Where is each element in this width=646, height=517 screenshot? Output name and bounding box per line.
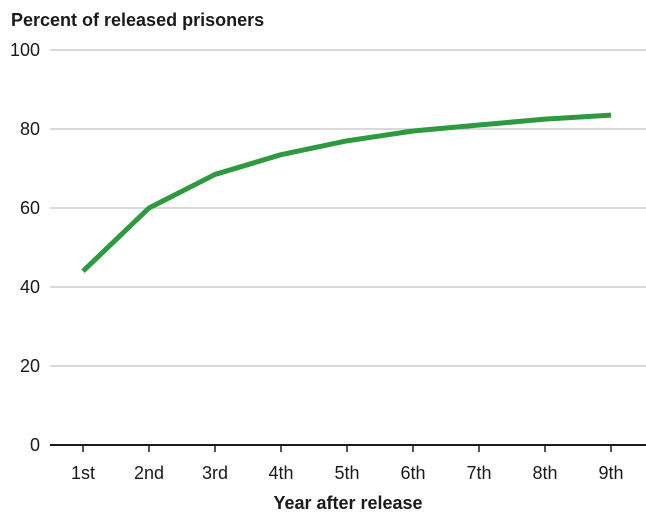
x-tick-label: 9th xyxy=(598,463,623,483)
x-tick-labels: 1st 2nd 3rd 4th 5th 6th 7th 8th 9th xyxy=(71,463,624,483)
y-tick-label: 60 xyxy=(20,198,40,218)
x-tick-label: 1st xyxy=(71,463,95,483)
x-tick-label: 4th xyxy=(268,463,293,483)
y-tick-labels: 0 20 40 60 80 100 xyxy=(10,40,40,455)
y-tick-label: 80 xyxy=(20,119,40,139)
y-tick-label: 100 xyxy=(10,40,40,60)
x-axis-title: Year after release xyxy=(273,493,422,513)
y-axis-title: Percent of released prisoners xyxy=(11,10,264,30)
x-tick-label: 3rd xyxy=(202,463,228,483)
gridlines xyxy=(50,49,646,367)
y-tick-label: 40 xyxy=(20,277,40,297)
x-tick-label: 2nd xyxy=(134,463,164,483)
x-tick-label: 7th xyxy=(466,463,491,483)
y-tick-label: 20 xyxy=(20,356,40,376)
x-tick-label: 5th xyxy=(334,463,359,483)
x-tick-label: 6th xyxy=(400,463,425,483)
y-tick-label: 0 xyxy=(30,435,40,455)
series-group xyxy=(81,112,612,274)
series-line xyxy=(81,112,612,274)
x-tick-marks xyxy=(82,445,612,452)
x-tick-label: 8th xyxy=(532,463,557,483)
